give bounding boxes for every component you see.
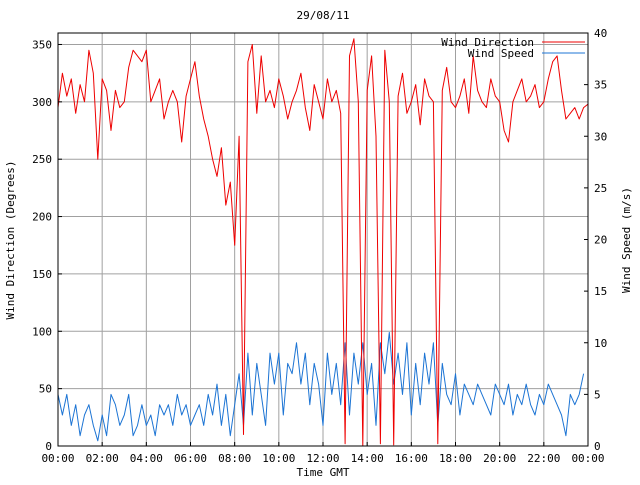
y2-axis-label: Wind Speed (m/s)	[620, 187, 633, 293]
x-tick-label: 12:00	[306, 452, 339, 465]
series-line-wind-speed	[57, 331, 585, 442]
x-tick-label: 04:00	[130, 452, 163, 465]
x-tick-label: 10:00	[262, 452, 295, 465]
y-tick-label: 250	[32, 153, 52, 166]
y-tick-label: 0	[45, 440, 52, 453]
x-tick-label: 18:00	[439, 452, 472, 465]
series-layer	[57, 38, 589, 447]
x-tick-label: 02:00	[86, 452, 119, 465]
x-axis-label: Time GMT	[297, 466, 350, 479]
y-tick-label: 50	[39, 383, 52, 396]
legend: Wind Direction Wind Speed	[441, 36, 585, 60]
y2-tick-label: 10	[594, 337, 607, 350]
x-tick-label: 00:00	[41, 452, 74, 465]
y2-tick-label: 20	[594, 234, 607, 247]
y-tick-label: 150	[32, 268, 52, 281]
legend-label-wind-direction: Wind Direction	[441, 36, 534, 49]
x-tick-label: 20:00	[483, 452, 516, 465]
ticks-layer: 00:00 02:00 04:00 06:00 08:00 10:00 12:00 14:00…	[32, 27, 607, 465]
x-tick-label: 16:00	[395, 452, 428, 465]
series-line-wind-direction	[57, 38, 589, 447]
y2-tick-label: 25	[594, 182, 607, 195]
y2-tick-label: 30	[594, 130, 607, 143]
y-tick-label: 100	[32, 325, 52, 338]
y2-tick-label: 0	[594, 440, 601, 453]
y-axis-label: Wind Direction (Degrees)	[4, 161, 17, 320]
y-tick-label: 300	[32, 96, 52, 109]
y-tick-label: 350	[32, 38, 52, 51]
x-tick-label: 22:00	[527, 452, 560, 465]
y2-tick-label: 15	[594, 285, 607, 298]
y-tick-label: 200	[32, 211, 52, 224]
x-tick-label: 08:00	[218, 452, 251, 465]
y2-tick-label: 35	[594, 79, 607, 92]
x-tick-label: 06:00	[174, 452, 207, 465]
legend-label-wind-speed: Wind Speed	[468, 47, 534, 60]
y2-tick-label: 5	[594, 388, 601, 401]
x-tick-label: 14:00	[351, 452, 384, 465]
y2-tick-label: 40	[594, 27, 607, 40]
x-tick-label: 00:00	[571, 452, 604, 465]
chart-title: 29/08/11	[297, 9, 350, 22]
